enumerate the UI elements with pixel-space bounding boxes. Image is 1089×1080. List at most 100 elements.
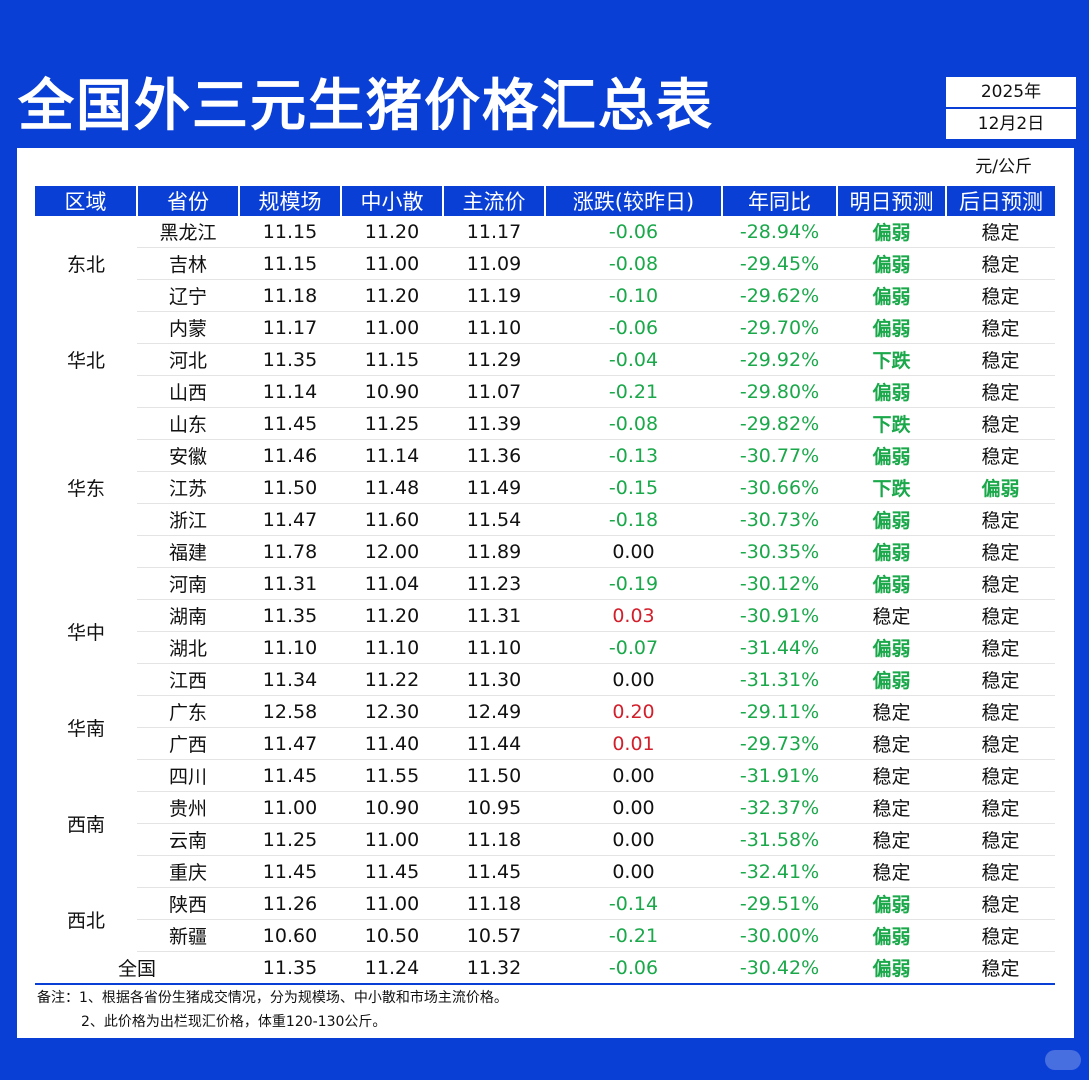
small-farm-cell: 11.25 [341, 407, 443, 440]
price-table: 区域 省份 规模场 中小散 主流价 涨跌(较昨日) 年同比 明日预测 后日预测 … [35, 186, 1055, 985]
small-farm-cell: 11.04 [341, 567, 443, 600]
table-row: 江西 11.34 11.22 11.30 0.00 -31.31% 偏弱 稳定 [35, 663, 1055, 696]
after-tomorrow-forecast-cell: 稳定 [946, 823, 1055, 856]
after-tomorrow-forecast-cell: 稳定 [946, 439, 1055, 472]
table-row: 贵州 11.00 10.90 10.95 0.00 -32.37% 稳定 稳定 [35, 791, 1055, 824]
page-title: 全国外三元生猪价格汇总表 [18, 74, 714, 139]
main-price-cell: 10.95 [443, 791, 545, 824]
table-row: 华东 山东 11.45 11.25 11.39 -0.08 -29.82% 下跌 稳定 [35, 407, 1055, 500]
table-row: 华中 河南 11.31 11.04 11.23 -0.19 -30.12% 偏弱 稳定 [35, 567, 1055, 644]
col-header-yoy: 年同比 [722, 186, 838, 216]
large-farm-cell: 11.34 [239, 663, 341, 696]
province-cell: 黑龙江 [137, 216, 239, 248]
main-price-cell: 11.18 [443, 823, 545, 856]
large-farm-cell: 11.00 [239, 791, 341, 824]
province-cell: 辽宁 [137, 279, 239, 312]
col-header-tomorrow: 明日预测 [837, 186, 947, 216]
after-tomorrow-forecast-cell: 稳定 [946, 855, 1055, 888]
tomorrow-forecast-cell: 下跌 [837, 343, 946, 376]
col-header-after-tomorrow: 后日预测 [946, 186, 1055, 216]
table-row: 云南 11.25 11.00 11.18 0.00 -31.58% 稳定 稳定 [35, 823, 1055, 856]
after-tomorrow-forecast-cell: 偏弱 [946, 471, 1055, 504]
large-farm-cell: 11.47 [239, 727, 341, 760]
main-price-cell: 11.54 [443, 503, 545, 536]
small-farm-cell: 11.55 [341, 759, 443, 792]
col-header-change: 涨跌(较昨日) [545, 186, 723, 216]
change-cell: -0.06 [545, 216, 722, 248]
change-cell: -0.18 [545, 503, 722, 536]
change-cell: -0.19 [545, 567, 722, 600]
large-farm-cell: 11.35 [239, 951, 341, 985]
large-farm-cell: 11.10 [239, 631, 341, 664]
province-cell: 福建 [137, 535, 239, 568]
tomorrow-forecast-cell: 偏弱 [837, 535, 946, 568]
yoy-cell: -31.44% [722, 631, 837, 664]
large-farm-cell: 11.17 [239, 311, 341, 344]
large-farm-cell: 11.15 [239, 247, 341, 280]
tomorrow-forecast-cell: 稳定 [837, 727, 946, 760]
large-farm-cell: 11.47 [239, 503, 341, 536]
tomorrow-forecast-cell: 稳定 [837, 791, 946, 824]
main-price-cell: 11.07 [443, 375, 545, 408]
col-header-large-farm: 规模场 [239, 186, 342, 216]
after-tomorrow-forecast-cell: 稳定 [946, 759, 1055, 792]
national-label: 全国 [35, 951, 239, 985]
large-farm-cell: 11.35 [239, 599, 341, 632]
change-cell: -0.08 [545, 407, 722, 440]
small-farm-cell: 11.45 [341, 855, 443, 888]
tomorrow-forecast-cell: 偏弱 [837, 631, 946, 664]
main-price-cell: 11.29 [443, 343, 545, 376]
province-cell: 江苏 [137, 471, 239, 504]
large-farm-cell: 11.31 [239, 567, 341, 600]
table-row: 西北 陕西 11.26 11.00 11.18 -0.14 -29.51% 偏弱 稳定 [35, 887, 1055, 932]
change-cell: -0.15 [545, 471, 722, 504]
after-tomorrow-forecast-cell: 稳定 [946, 951, 1055, 985]
province-cell: 湖北 [137, 631, 239, 664]
small-farm-cell: 10.50 [341, 919, 443, 952]
tomorrow-forecast-cell: 偏弱 [837, 279, 946, 312]
after-tomorrow-forecast-cell: 稳定 [946, 503, 1055, 536]
table-row: 新疆 10.60 10.50 10.57 -0.21 -30.00% 偏弱 稳定 [35, 919, 1055, 952]
unit-label: 元/公斤 [975, 157, 1032, 177]
table-row: 福建 11.78 12.00 11.89 0.00 -30.35% 偏弱 稳定 [35, 535, 1055, 568]
date-year: 2025年 [946, 77, 1076, 109]
large-farm-cell: 10.60 [239, 919, 341, 952]
table-row: 东北 黑龙江 11.15 11.20 11.17 -0.06 -28.94% 偏弱 稳定 [35, 216, 1055, 276]
change-cell: -0.14 [545, 887, 722, 920]
yoy-cell: -31.58% [722, 823, 837, 856]
yoy-cell: -30.91% [722, 599, 837, 632]
yoy-cell: -32.37% [722, 791, 837, 824]
region-cell: 华北 [66, 350, 105, 372]
main-price-cell: 11.31 [443, 599, 545, 632]
after-tomorrow-forecast-cell: 稳定 [946, 727, 1055, 760]
large-farm-cell: 11.50 [239, 471, 341, 504]
tomorrow-forecast-cell: 偏弱 [837, 247, 946, 280]
large-farm-cell: 12.58 [239, 695, 341, 728]
small-farm-cell: 11.10 [341, 631, 443, 664]
yoy-cell: -30.73% [722, 503, 837, 536]
large-farm-cell: 11.45 [239, 855, 341, 888]
tomorrow-forecast-cell: 偏弱 [837, 439, 946, 472]
province-cell: 重庆 [137, 855, 239, 888]
change-cell: 0.00 [545, 535, 722, 568]
change-cell: 0.00 [545, 663, 722, 696]
after-tomorrow-forecast-cell: 稳定 [946, 535, 1055, 568]
change-cell: -0.06 [545, 311, 722, 344]
change-cell: 0.00 [545, 823, 722, 856]
tomorrow-forecast-cell: 偏弱 [837, 375, 946, 408]
small-farm-cell: 11.00 [341, 823, 443, 856]
main-price-cell: 11.18 [443, 887, 545, 920]
table-panel: 元/公斤 区域 省份 规模场 中小散 主流价 涨跌(较昨日) 年同比 明日预测 … [17, 148, 1074, 1038]
table-row: 山西 11.14 10.90 11.07 -0.21 -29.80% 偏弱 稳定 [35, 375, 1055, 408]
yoy-cell: -30.12% [722, 567, 837, 600]
yoy-cell: -30.00% [722, 919, 837, 952]
small-farm-cell: 11.20 [341, 599, 443, 632]
province-cell: 河北 [137, 343, 239, 376]
small-farm-cell: 12.30 [341, 695, 443, 728]
region-cell: 华中 [66, 622, 105, 644]
province-cell: 吉林 [137, 247, 239, 280]
province-cell: 安徽 [137, 439, 239, 472]
date-box: 2025年 12月2日 [944, 75, 1078, 141]
change-cell: 0.00 [545, 855, 722, 888]
main-price-cell: 11.10 [443, 311, 545, 344]
